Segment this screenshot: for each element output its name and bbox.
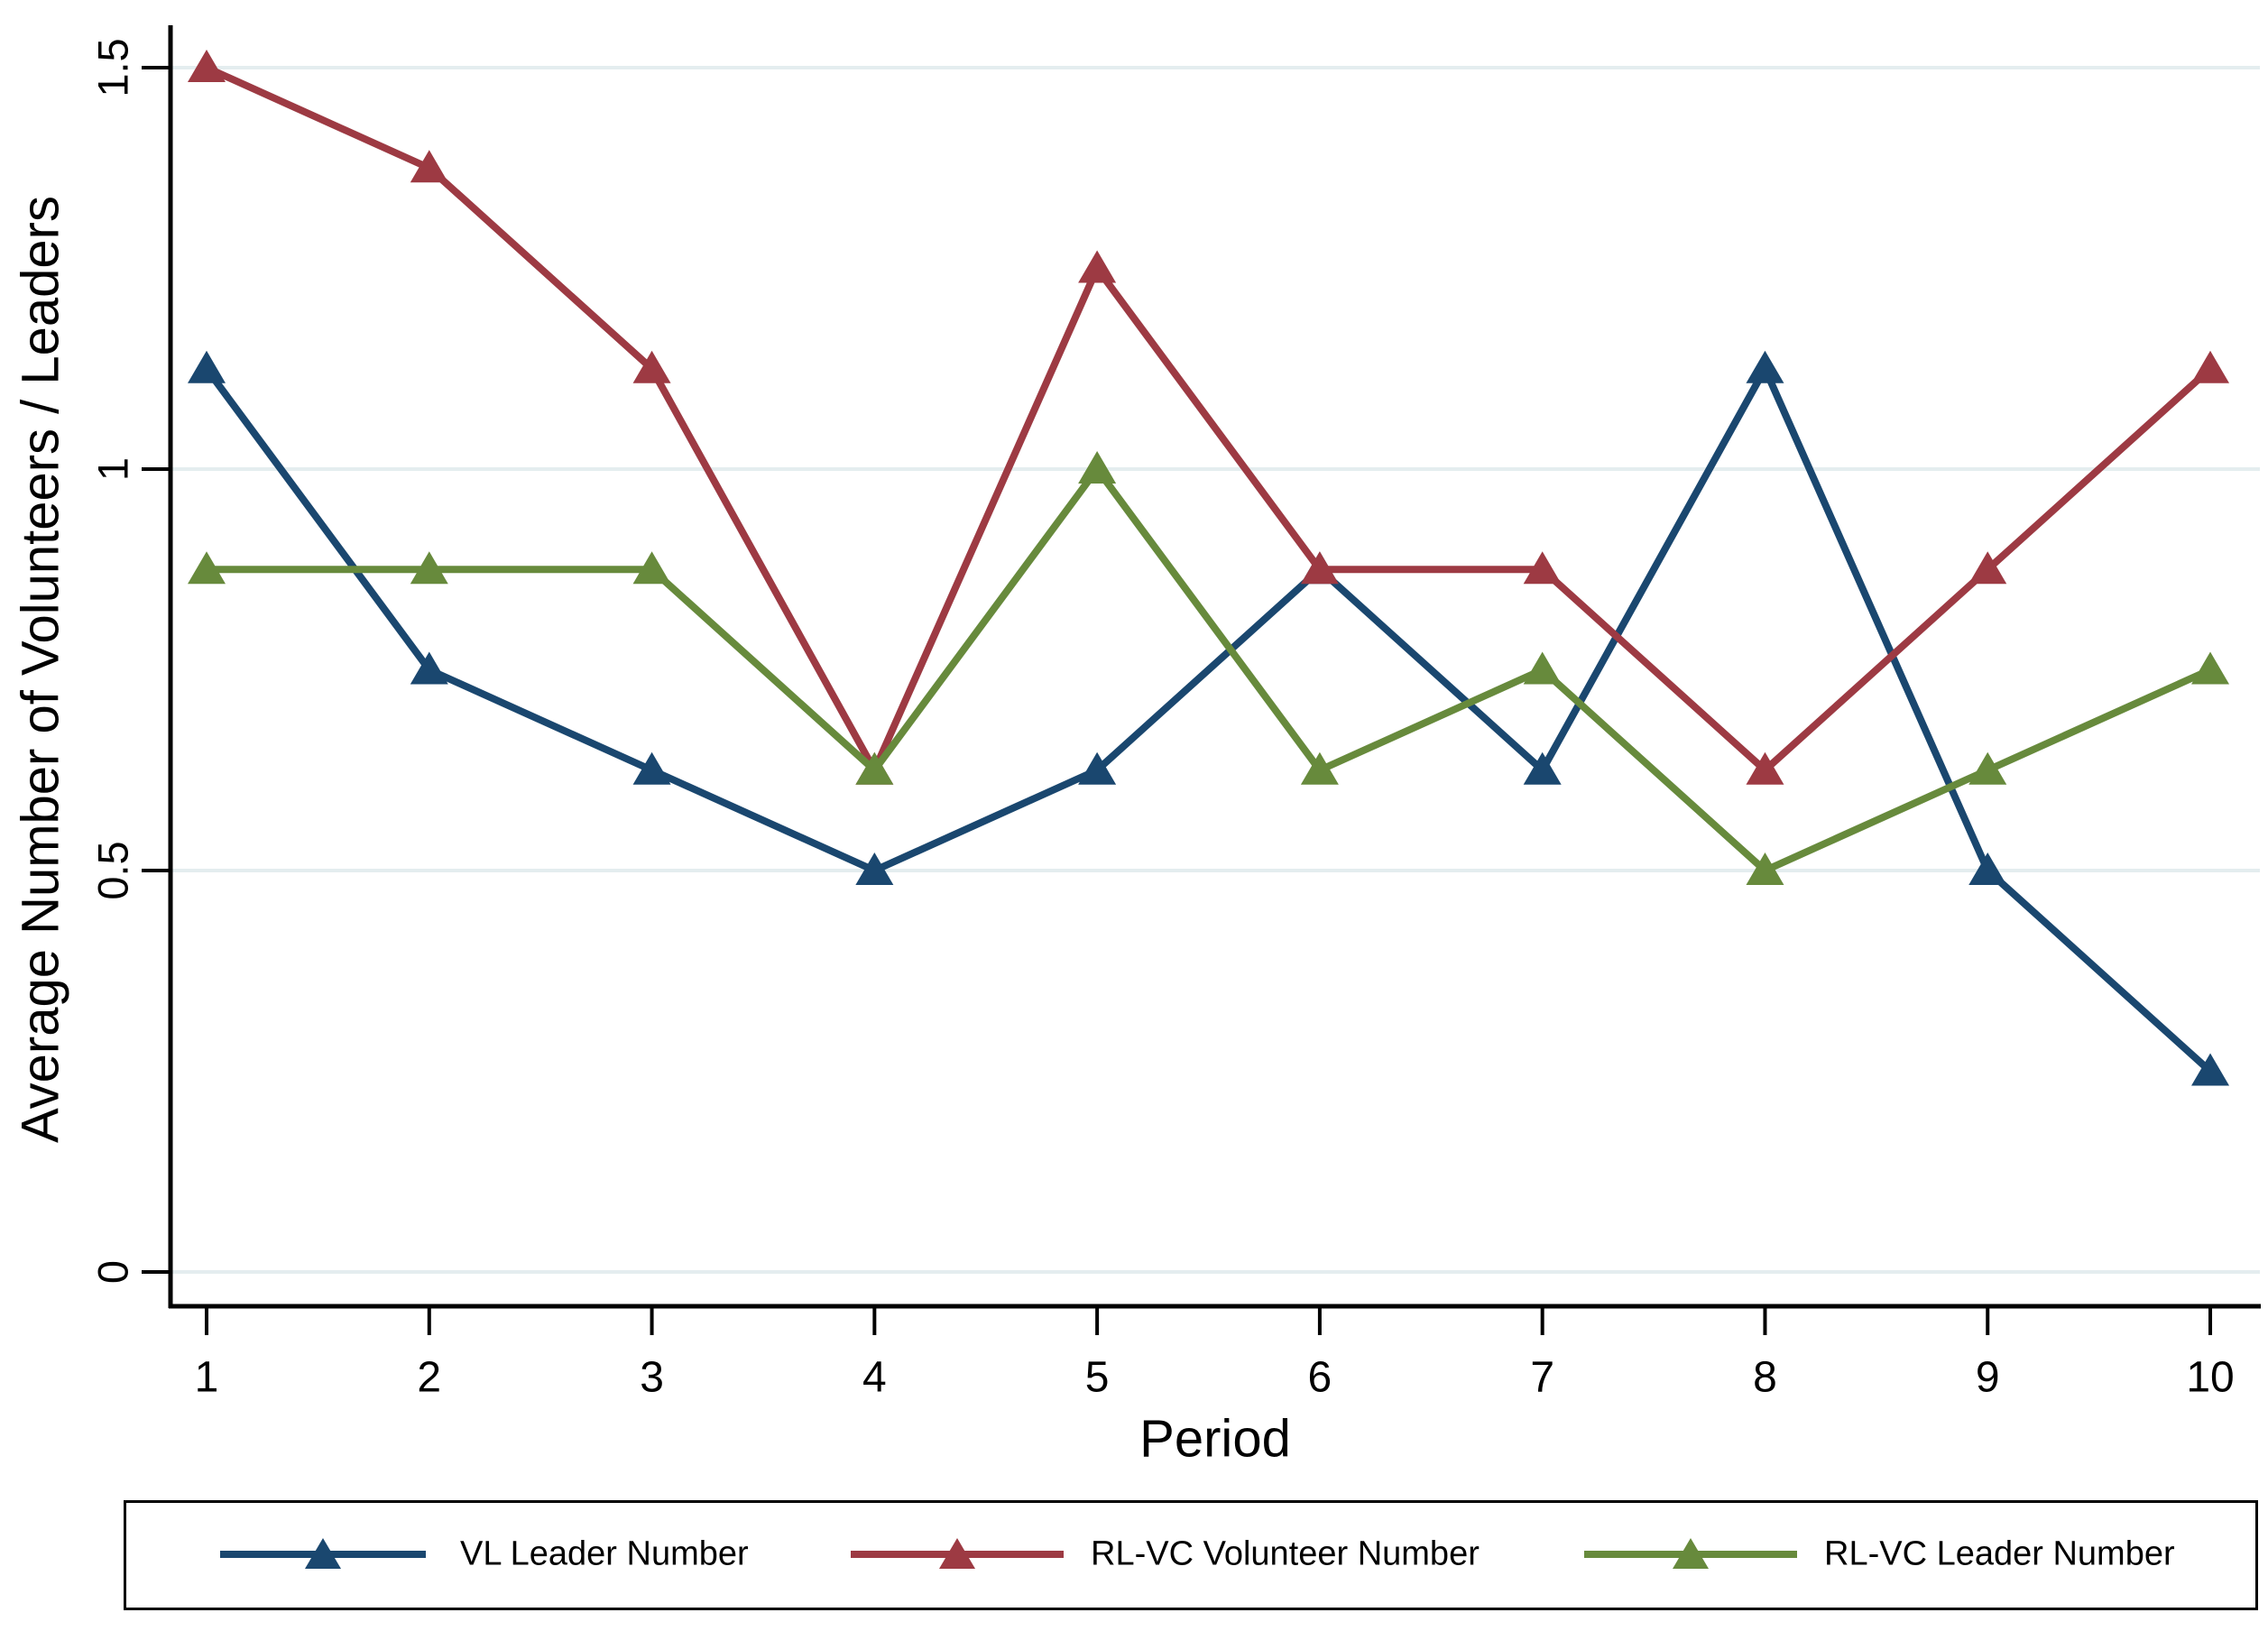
series-marker-triangle (1746, 751, 1784, 785)
series-marker-triangle (1078, 751, 1117, 785)
series-marker-triangle (1746, 852, 1784, 885)
series-marker-triangle (1078, 250, 1117, 283)
series-marker-triangle (410, 551, 448, 585)
x-tick-label: 7 (1530, 1354, 1554, 1402)
series-marker-triangle (632, 350, 671, 383)
x-tick-label: 3 (640, 1354, 664, 1402)
series-marker-triangle (1078, 451, 1117, 484)
series-marker-triangle (855, 751, 894, 785)
x-tick-label: 4 (862, 1354, 887, 1402)
series-marker-triangle (2191, 651, 2230, 685)
series-marker-triangle (1300, 751, 1339, 785)
series-marker-triangle (188, 350, 226, 383)
series-marker-triangle (1300, 551, 1339, 585)
legend-label: VL Leader Number (460, 1534, 749, 1573)
series-marker-triangle (2191, 1053, 2230, 1086)
series-marker-triangle (1968, 751, 2007, 785)
series-marker-triangle (1523, 751, 1562, 785)
legend (124, 1500, 2258, 1610)
x-tick-label: 1 (195, 1354, 219, 1402)
x-tick-label: 5 (1085, 1354, 1110, 1402)
y-axis-title: Average Number of Volunteers / Leaders (11, 195, 70, 1144)
y-tick-label: 0 (89, 1260, 137, 1284)
series-marker-triangle (1523, 551, 1562, 585)
legend-label: RL-VC Leader Number (1824, 1534, 2175, 1573)
triangle-marker-icon (1673, 1538, 1709, 1569)
series-line (203, 364, 2213, 1074)
y-tick-label: 1 (89, 457, 137, 481)
series-marker-triangle (188, 551, 226, 585)
x-axis-title: Period (1139, 1409, 1291, 1469)
x-tick-label: 10 (2186, 1354, 2234, 1402)
x-tick-label: 2 (417, 1354, 441, 1402)
x-tick-label: 8 (1753, 1354, 1777, 1402)
series-marker-triangle (632, 751, 671, 785)
series-marker-triangle (855, 852, 894, 885)
series-marker-triangle (1968, 852, 2007, 885)
x-tick-label: 6 (1308, 1354, 1332, 1402)
series-marker-triangle (410, 150, 448, 183)
series-marker-triangle (1523, 651, 1562, 685)
series-line (207, 465, 2212, 874)
legend-label: RL-VC Volunteer Number (1091, 1534, 1480, 1573)
triangle-marker-icon (305, 1538, 341, 1569)
series-marker-triangle (1968, 551, 2007, 585)
y-tick-label: 1.5 (89, 38, 137, 97)
series-marker-triangle (2191, 350, 2230, 383)
series-line (205, 64, 2213, 774)
x-tick-label: 9 (1976, 1354, 2000, 1402)
series-marker-triangle (188, 50, 226, 82)
series-marker-triangle (410, 651, 448, 685)
triangle-marker-icon (939, 1538, 975, 1569)
y-tick-label: 0.5 (89, 841, 137, 899)
series-marker-triangle (632, 551, 671, 585)
series-marker-triangle (1746, 350, 1784, 383)
